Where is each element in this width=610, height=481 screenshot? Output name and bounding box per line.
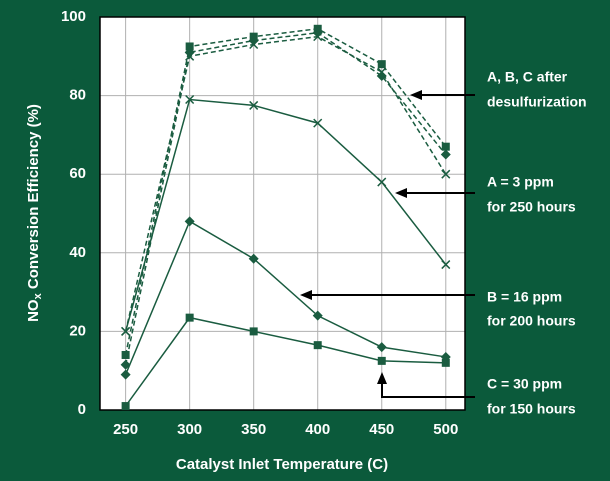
annotation-text: B = 16 ppm bbox=[487, 289, 562, 305]
marker bbox=[377, 60, 386, 69]
marker bbox=[441, 169, 451, 179]
y-axis-label: NOx Conversion Efficiency (%) bbox=[25, 104, 44, 322]
y-tick-label: 100 bbox=[61, 8, 86, 25]
annotation-text: for 150 hours bbox=[487, 401, 576, 417]
marker bbox=[377, 356, 386, 365]
series-line bbox=[125, 316, 446, 407]
annotation-text: C = 30 ppm bbox=[487, 376, 562, 392]
annotation-text: for 200 hours bbox=[487, 313, 576, 329]
marker bbox=[120, 369, 131, 380]
arrow-head bbox=[410, 90, 422, 100]
arrow-head bbox=[395, 188, 407, 198]
arrow-head bbox=[377, 372, 387, 384]
plot-border bbox=[99, 16, 466, 411]
y-tick-label: 0 bbox=[78, 401, 86, 418]
annotation-text: A = 3 ppm bbox=[487, 174, 554, 190]
x-tick-label: 350 bbox=[241, 421, 266, 438]
y-tick-label: 80 bbox=[69, 87, 86, 104]
x-tick-label: 450 bbox=[369, 421, 394, 438]
x-tick-label: 300 bbox=[177, 421, 202, 438]
marker bbox=[312, 310, 323, 321]
x-tick-label: 500 bbox=[433, 421, 458, 438]
marker bbox=[377, 177, 387, 187]
series-line bbox=[124, 220, 446, 375]
y-tick-label: 20 bbox=[69, 322, 86, 339]
y-tick-label: 60 bbox=[69, 165, 86, 182]
marker bbox=[185, 94, 195, 105]
marker bbox=[249, 32, 258, 41]
y-label-part: Conversion Efficiency (%) bbox=[25, 104, 42, 293]
marker bbox=[249, 327, 258, 336]
annotation-text: for 250 hours bbox=[487, 199, 576, 215]
marker bbox=[121, 402, 130, 411]
x-tick-label: 400 bbox=[305, 421, 330, 438]
marker bbox=[121, 350, 130, 359]
series-line bbox=[124, 98, 447, 332]
marker bbox=[313, 118, 323, 128]
marker bbox=[441, 142, 450, 151]
y-label-sub: x bbox=[32, 292, 44, 299]
y-label-part: NO bbox=[25, 299, 42, 322]
series-line bbox=[124, 28, 447, 356]
y-tick-label: 40 bbox=[69, 244, 86, 261]
arrow-line bbox=[381, 382, 475, 398]
marker bbox=[313, 24, 322, 33]
x-axis-label: Catalyst Inlet Temperature (C) bbox=[176, 456, 388, 473]
marker bbox=[376, 342, 387, 353]
plot-area bbox=[100, 17, 465, 410]
marker bbox=[376, 70, 387, 81]
marker bbox=[184, 216, 195, 227]
series-line bbox=[124, 31, 447, 365]
x-tick-label: 250 bbox=[113, 421, 138, 438]
marker bbox=[185, 42, 194, 51]
marker bbox=[441, 260, 451, 270]
marker bbox=[185, 313, 194, 322]
marker bbox=[249, 100, 259, 110]
marker bbox=[248, 253, 259, 264]
marker bbox=[441, 358, 450, 367]
arrow-head bbox=[300, 290, 312, 300]
annotation-text: desulfurization bbox=[487, 94, 587, 110]
marker bbox=[440, 149, 451, 160]
marker bbox=[121, 326, 131, 336]
annotation-text: A, B, C after bbox=[487, 69, 568, 85]
marker bbox=[313, 341, 322, 350]
